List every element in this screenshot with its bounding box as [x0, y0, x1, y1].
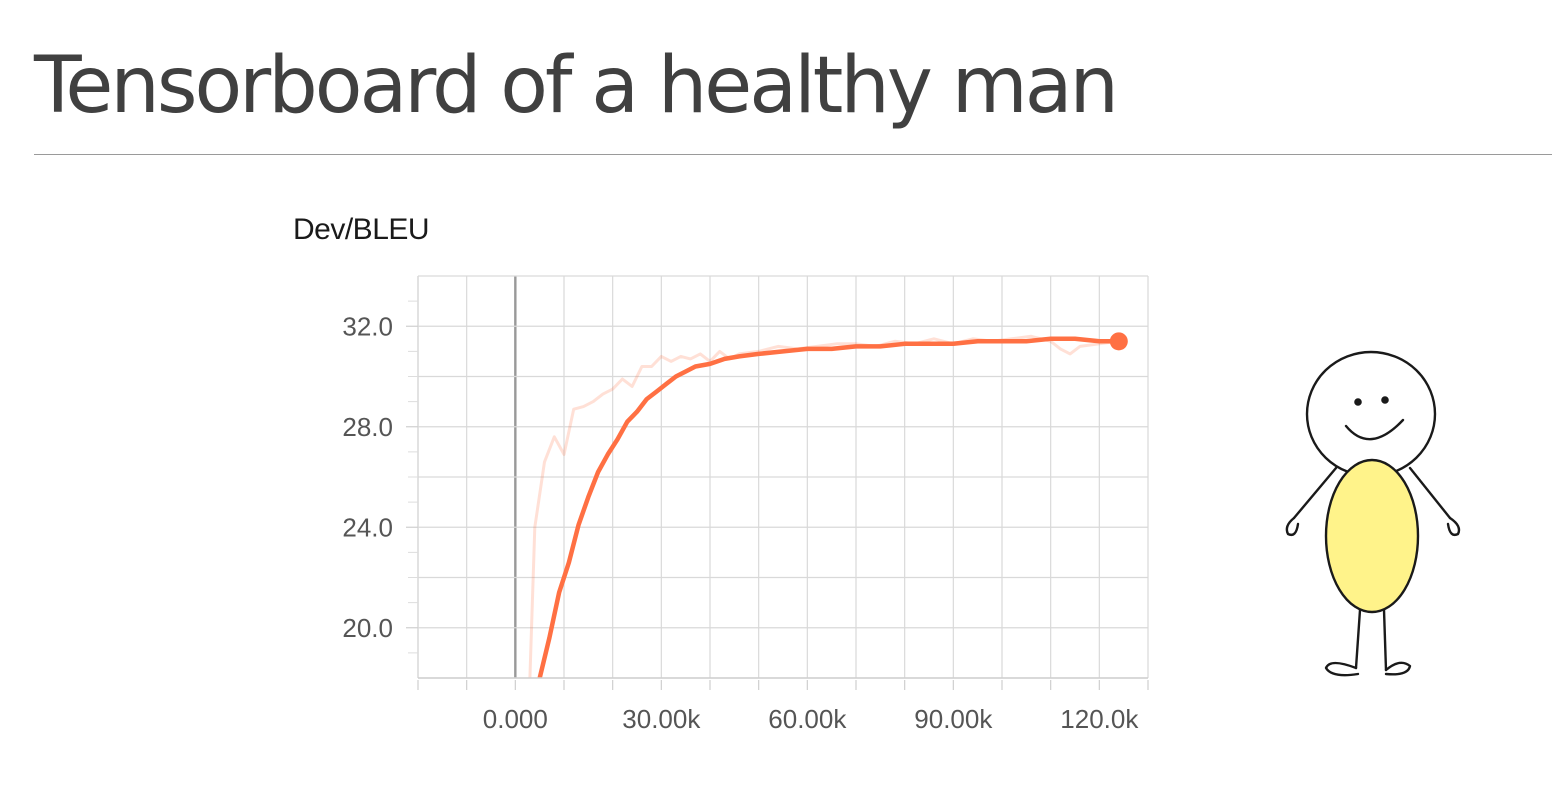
- smoothed-series-line: [537, 336, 1122, 678]
- x-tick-label: 90.00k: [914, 704, 993, 734]
- title-divider: [34, 154, 1552, 155]
- figure-left-arm: [1292, 466, 1338, 520]
- figure-left-foot: [1324, 661, 1360, 677]
- x-tick-label: 0.000: [483, 704, 548, 734]
- figure-right-eye: [1381, 396, 1389, 404]
- y-tick-label: 24.0: [342, 512, 393, 542]
- slide-title: Tensorboard of a healthy man: [34, 41, 1119, 131]
- figure-smile: [1344, 418, 1405, 441]
- figure-left-eye: [1354, 398, 1362, 406]
- figure-left-leg: [1354, 608, 1362, 670]
- figure-right-hand: [1446, 516, 1461, 537]
- figure-left-hand: [1285, 516, 1300, 537]
- figure-right-foot: [1384, 661, 1412, 676]
- figure-right-arm: [1408, 466, 1452, 520]
- chart-title: Dev/BLEU: [293, 213, 430, 246]
- chart-axes: 0.000 30.00k 60.00k 90.00k 120.0k 20.0 24.0 28.…: [342, 276, 1149, 734]
- last-value-marker: [1109, 332, 1128, 351]
- x-tick-label: 30.00k: [622, 704, 701, 734]
- figure-head: [1305, 350, 1437, 478]
- x-tick-label: 120.0k: [1060, 704, 1139, 734]
- y-tick-label: 20.0: [342, 613, 393, 643]
- figure-right-leg: [1382, 608, 1388, 672]
- y-tick-label: 32.0: [342, 311, 393, 341]
- y-tick-label: 28.0: [342, 412, 393, 442]
- chart-series: [528, 332, 1128, 678]
- raw-series-line: [528, 334, 1119, 678]
- stick-figure-icon: [1285, 350, 1461, 677]
- x-tick-label: 60.00k: [768, 704, 847, 734]
- chart-grid: [417, 275, 1149, 679]
- figure-body: [1324, 458, 1420, 614]
